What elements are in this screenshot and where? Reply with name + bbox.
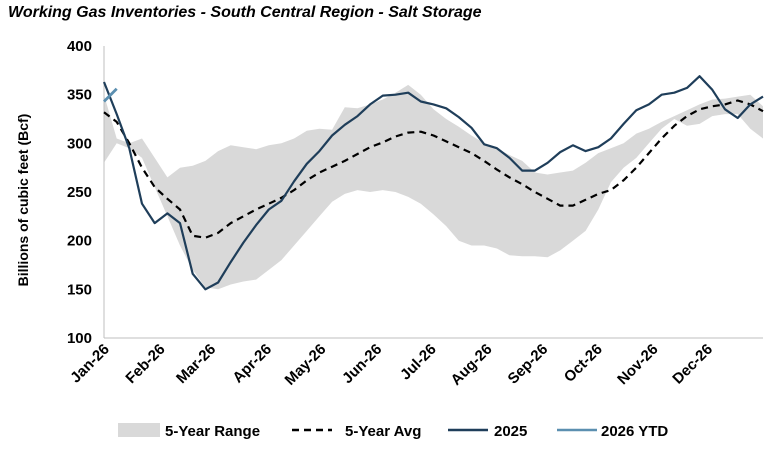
series-line-avg [103,99,764,239]
legend-label-y2025: 2025 [494,423,527,440]
legend-label-avg: 5-Year Avg [345,423,421,440]
x-tick-label: Jul-26 [397,341,440,384]
range-band [104,84,763,290]
x-tick-label: Aug-26 [448,341,496,389]
x-tick-label: Sep-26 [505,341,552,388]
x-tick-label: Jan-26 [67,341,113,387]
y-axis-label: Billions of cubic feet (Bcf) [15,114,31,287]
x-tick-label: Mar-26 [173,341,219,387]
x-tick-label: Apr-26 [229,341,275,387]
chart-title: Working Gas Inventories - South Central … [8,4,482,21]
y-tick-label: 200 [67,233,92,250]
y-tick-label: 350 [67,87,92,104]
x-tick-label: Jun-26 [339,341,385,387]
y-tick-label: 150 [67,281,92,298]
x-tick-label: May-26 [282,341,330,389]
legend-swatch-range [118,423,160,437]
y-tick-label: 400 [67,38,92,55]
x-tick-label: Nov-26 [614,341,661,388]
y-tick-label: 100 [67,330,92,347]
x-tick-label: Oct-26 [561,341,606,386]
x-tick-label: Dec-26 [669,341,716,388]
series-line-y2026 [103,87,118,103]
legend-label-range: 5-Year Range [165,423,260,440]
x-tick-label: Feb-26 [122,341,168,387]
y-tick-label: 250 [67,184,92,201]
legend-label-y2026: 2026 YTD [601,423,668,440]
y-tick-label: 300 [67,135,92,152]
series-line-y2025 [102,75,764,291]
